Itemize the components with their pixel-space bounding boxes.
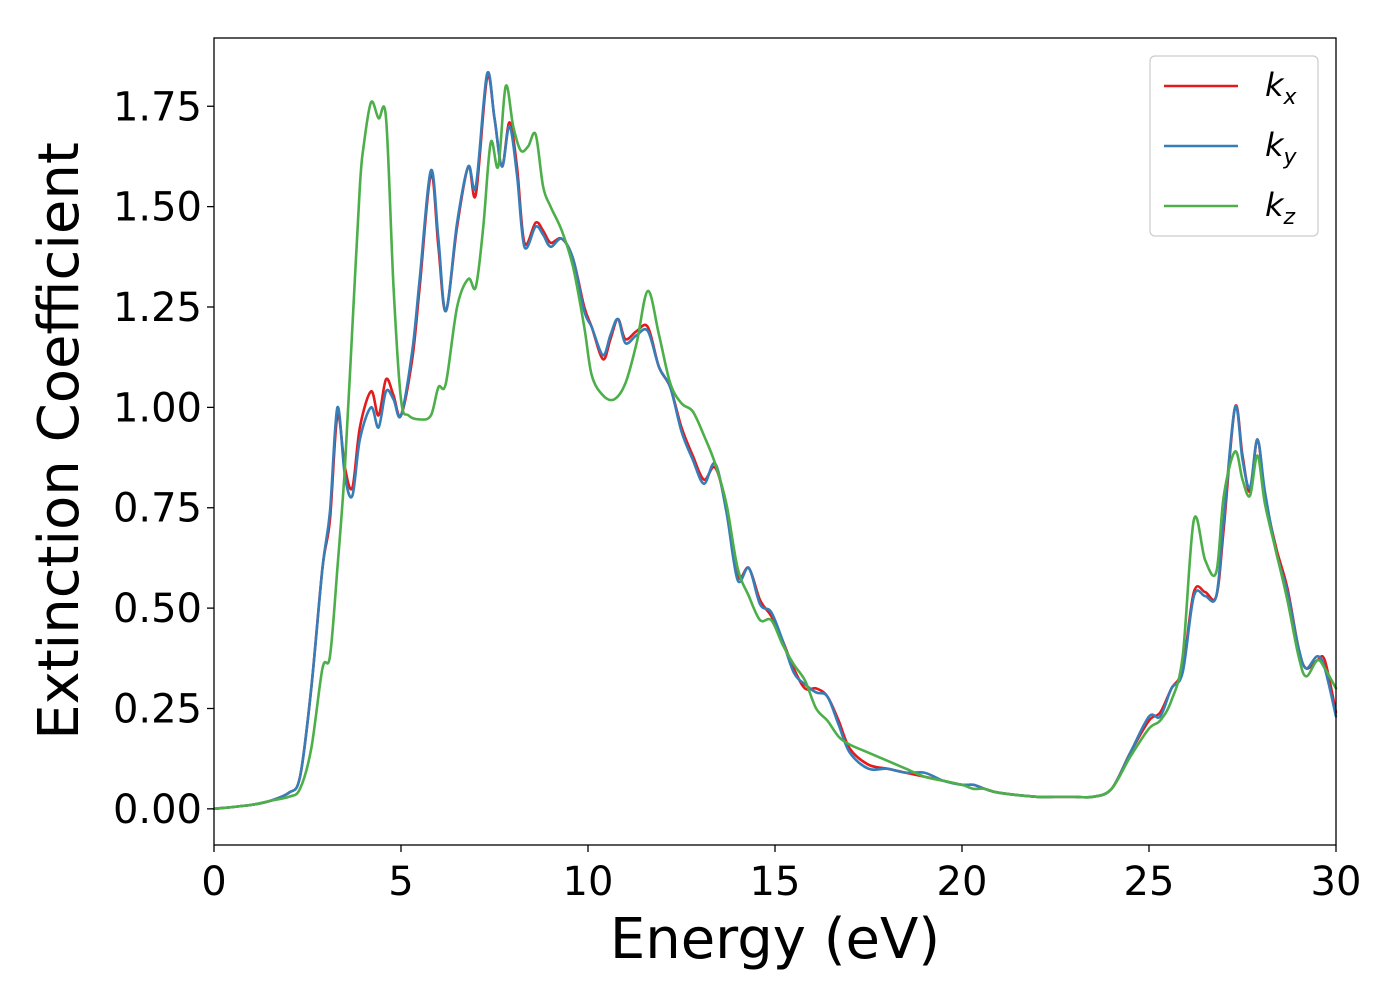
x-tick-label: 25 xyxy=(1124,859,1175,905)
x-tick-label: 15 xyxy=(750,859,801,905)
y-tick-label: 0.50 xyxy=(113,586,202,632)
legend-label-y: ky xyxy=(1265,126,1298,170)
series-layer xyxy=(214,72,1336,809)
y-axis: 0.00 0.25 0.50 0.75 1.00 1.25 1.50 1.75 xyxy=(113,84,214,833)
y-tick-label: 1.50 xyxy=(113,185,202,231)
x-axis: 0 5 10 15 20 25 30 xyxy=(201,845,1361,905)
x-tick-label: 30 xyxy=(1311,859,1362,905)
y-tick-label: 1.00 xyxy=(113,385,202,431)
y-tick-label: 1.25 xyxy=(113,285,202,331)
y-tick-label: 0.00 xyxy=(113,787,202,833)
series-line-y xyxy=(214,72,1336,809)
x-tick-label: 5 xyxy=(388,859,413,905)
y-axis-title: Extinction Coefficient xyxy=(27,142,92,740)
legend-label-z: kz xyxy=(1265,186,1296,230)
y-tick-label: 1.75 xyxy=(113,84,202,130)
series-line-z xyxy=(214,85,1336,809)
y-tick-label: 0.25 xyxy=(113,686,202,732)
x-axis-title: Energy (eV) xyxy=(610,907,940,972)
y-tick-label: 0.75 xyxy=(113,486,202,532)
legend: kx ky kz xyxy=(1149,55,1319,237)
x-tick-label: 10 xyxy=(563,859,614,905)
x-tick-label: 0 xyxy=(201,859,226,905)
legend-label-x: kx xyxy=(1265,66,1298,110)
x-tick-label: 20 xyxy=(937,859,988,905)
